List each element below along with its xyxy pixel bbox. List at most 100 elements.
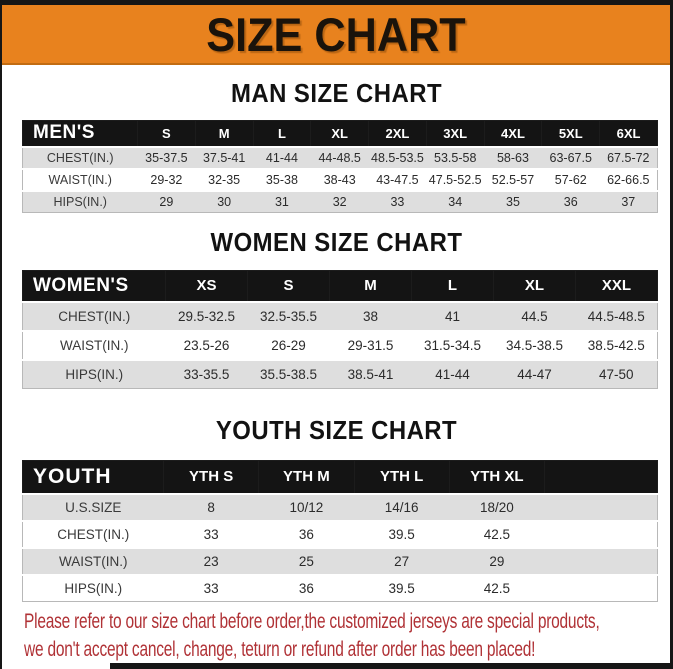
table-row: CHEST(IN.) 29.5-32.5 32.5-35.5 38 41 44.5 44.5… [22, 300, 658, 331]
table-cell: 47-50 [575, 358, 658, 389]
table-cell: 41-44 [253, 145, 311, 169]
table-cell: 29-31.5 [329, 329, 412, 360]
column-header: L [411, 270, 494, 302]
table-cell: 41-44 [411, 358, 494, 389]
table-cell: 14/16 [354, 492, 450, 521]
column-header: YTH M [258, 460, 355, 494]
column-header: XL [493, 270, 576, 302]
table-cell: 52.5-57 [484, 167, 542, 191]
column-header: XL [310, 120, 370, 147]
table-title: MEN'S [22, 120, 138, 147]
table-cell: 48.5-53.5 [368, 145, 427, 169]
table-title: WOMEN'S [22, 270, 166, 302]
table-cell: 29 [137, 189, 196, 213]
table-cell: 63-67.5 [541, 145, 600, 169]
table-cell: 44.5-48.5 [575, 300, 658, 331]
table-row: WAIST(IN.) 23 25 27 29 [22, 546, 658, 575]
men-size-table: MEN'S S M L XL 2XL 3XL 4XL 5XL 6XL CHEST(IN.) 35-37… [22, 120, 658, 213]
table-cell: 38.5-41 [329, 358, 412, 389]
top-border-bar [0, 0, 673, 5]
table-header-row: WOMEN'S XS S M L XL XXL [22, 270, 658, 302]
table-cell: 38 [329, 300, 412, 331]
section-heading-man: MAN SIZE CHART [230, 78, 443, 108]
column-header: 5XL [541, 120, 601, 147]
table-cell: 23.5-26 [165, 329, 248, 360]
row-label: HIPS(IN.) [22, 189, 138, 213]
table-cell: 30 [195, 189, 254, 213]
table-cell: 34 [426, 189, 485, 213]
table-cell: 26-29 [247, 329, 330, 360]
table-row: HIPS(IN.) 33 36 39.5 42.5 [22, 573, 658, 602]
table-cell: 18/20 [449, 492, 545, 521]
title-banner: SIZE CHART [2, 5, 670, 65]
women-size-table: WOMEN'S XS S M L XL XXL CHEST(IN.) 29.5-32.5 32.5… [22, 270, 658, 389]
row-label: WAIST(IN.) [22, 167, 138, 191]
row-label: HIPS(IN.) [22, 573, 164, 602]
table-cell: 37 [599, 189, 658, 213]
table-cell: 39.5 [354, 519, 450, 548]
row-label: CHEST(IN.) [22, 300, 166, 331]
spacer-cell [544, 519, 658, 548]
row-label: U.S.SIZE [22, 492, 164, 521]
table-cell: 57-62 [541, 167, 600, 191]
table-cell: 62-66.5 [599, 167, 658, 191]
column-header: S [137, 120, 196, 147]
row-label: WAIST(IN.) [22, 329, 166, 360]
table-cell: 39.5 [354, 573, 450, 602]
table-row: WAIST(IN.) 29-32 32-35 35-38 38-43 43-47.5 47.… [22, 167, 658, 191]
table-cell: 53.5-58 [426, 145, 485, 169]
table-row: CHEST(IN.) 33 36 39.5 42.5 [22, 519, 658, 548]
disclaimer-line-1: Please refer to our size chart before or… [24, 609, 600, 633]
table-cell: 25 [258, 546, 354, 575]
table-cell: 35.5-38.5 [247, 358, 330, 389]
table-cell: 35-38 [253, 167, 311, 191]
row-label: CHEST(IN.) [22, 519, 164, 548]
table-cell: 36 [258, 519, 354, 548]
table-cell: 58-63 [484, 145, 542, 169]
column-header: M [194, 120, 254, 147]
table-cell: 32-35 [195, 167, 254, 191]
spacer-cell [544, 573, 658, 602]
column-header: 6XL [599, 120, 658, 147]
table-cell: 10/12 [258, 492, 354, 521]
right-border-edge [670, 0, 673, 669]
column-header: L [252, 120, 312, 147]
left-border-edge [0, 0, 2, 669]
table-cell: 31 [253, 189, 311, 213]
table-row: CHEST(IN.) 35-37.5 37.5-41 41-44 44-48.5 48.5… [22, 145, 658, 169]
row-label: WAIST(IN.) [22, 546, 164, 575]
table-cell: 34.5-38.5 [493, 329, 576, 360]
table-cell: 29.5-32.5 [165, 300, 248, 331]
disclaimer-note: Please refer to our size chart before or… [24, 607, 664, 663]
table-header-row: YOUTH YTH S YTH M YTH L YTH XL [22, 460, 658, 494]
table-cell: 41 [411, 300, 494, 331]
table-cell: 44-47 [493, 358, 576, 389]
column-header: XXL [575, 270, 658, 302]
table-cell: 32.5-35.5 [247, 300, 330, 331]
table-cell: 44-48.5 [310, 145, 369, 169]
table-cell: 29 [449, 546, 545, 575]
table-row: HIPS(IN.) 29 30 31 32 33 34 35 36 37 [22, 189, 658, 213]
table-cell: 8 [163, 492, 259, 521]
row-label: HIPS(IN.) [22, 358, 166, 389]
table-row: U.S.SIZE 8 10/12 14/16 18/20 [22, 492, 658, 521]
table-cell: 33 [163, 519, 259, 548]
youth-size-table: YOUTH YTH S YTH M YTH L YTH XL U.S.SIZE 8 10/12… [22, 460, 658, 602]
table-header-row: MEN'S S M L XL 2XL 3XL 4XL 5XL 6XL [22, 120, 658, 147]
column-header: 2XL [368, 120, 427, 147]
table-cell: 36 [541, 189, 600, 213]
column-header: 3XL [425, 120, 485, 147]
column-header: 4XL [483, 120, 543, 147]
disclaimer-line-2: we don't accept cancel, change, teturn o… [24, 637, 536, 661]
table-row: HIPS(IN.) 33-35.5 35.5-38.5 38.5-41 41-44 44-… [22, 358, 658, 389]
table-cell: 23 [163, 546, 259, 575]
section-heading-youth: YOUTH SIZE CHART [215, 415, 458, 445]
section-heading-women: WOMEN SIZE CHART [210, 227, 463, 257]
table-cell: 27 [354, 546, 450, 575]
column-header: YTH L [353, 460, 450, 494]
table-cell: 38.5-42.5 [575, 329, 658, 360]
table-cell: 35 [484, 189, 542, 213]
table-cell: 47.5-52.5 [426, 167, 485, 191]
column-header: S [247, 270, 330, 302]
